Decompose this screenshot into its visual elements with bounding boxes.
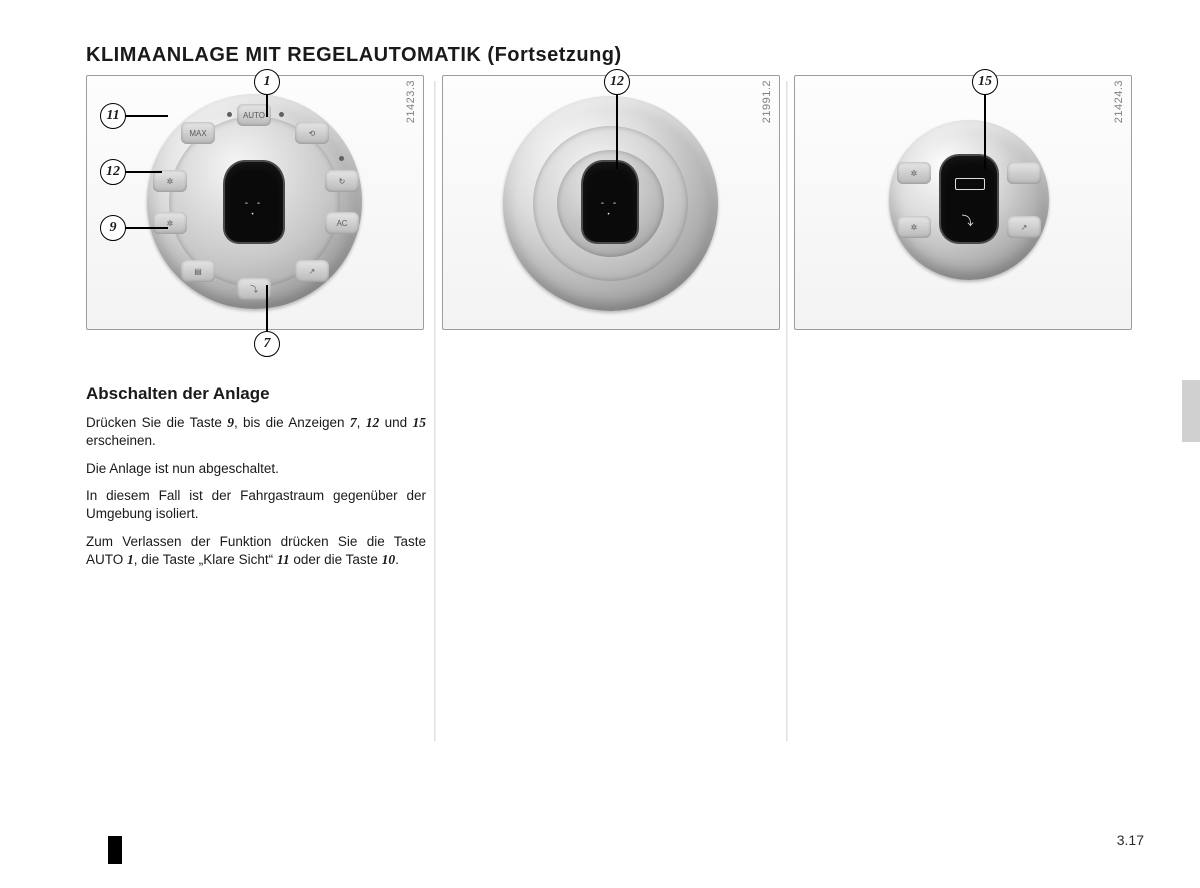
paragraph: Die Anlage ist nun abgeschaltet. [86,460,426,478]
column-separator [786,81,788,741]
callout-9: 9 [100,215,126,241]
callout-15: 15 [972,69,998,95]
manual-page: KLIMAANLAGE MIT REGELAUTOMATIK (Fortsetz… [0,0,1200,888]
page-number: 3.17 [1117,832,1144,848]
figure-ref: 21991.2 [761,80,773,123]
title-continuation: (Fortsetzung) [487,44,621,66]
column-2: 12 21991.2 - - • [442,75,782,330]
recirc-button: ↻ [325,170,359,192]
page-title: KLIMAANLAGE MIT REGELAUTOMATIK (Fortsetz… [86,44,1140,67]
fan-minus-button: ✲ [153,212,187,234]
text: erscheinen. [86,433,156,448]
title-main: KLIMAANLAGE MIT REGELAUTOMATIK [86,44,481,66]
auto-label: AUTO [243,111,265,120]
ref-number: 1 [127,552,134,567]
callout-7: 7 [254,331,280,357]
figure-ref: 21423.3 [405,80,417,123]
dial-display: - - • [225,162,283,242]
leader-line [124,115,168,117]
column-3: 15 21424.3 ✲ ✲ ↗ ⤵ [794,75,1134,330]
dial-display: ⤵ [941,156,997,242]
leader-line [266,93,268,117]
ac-label: AC [336,219,347,228]
column-separator [434,81,436,741]
callout-1: 1 [254,69,280,95]
callout-12: 12 [100,159,126,185]
edge-tab [1182,380,1200,442]
text: . [395,552,399,567]
text: und [379,415,412,430]
ref-number: 11 [277,552,290,567]
mode-icon [1007,162,1041,184]
text: oder die Taste [290,552,382,567]
section-heading: Abschalten der Anlage [86,384,426,404]
column-1: 1 11 12 9 7 21423.3 AUTO [86,75,426,579]
defrost-button: ▤ [181,260,215,282]
figure-1: 21423.3 AUTO ⟲ ↻ AC ↗ ⤵ ▤ ✲ ✲ M [86,75,424,330]
figure-2: 21991.2 - - • [442,75,780,330]
text: , [357,415,366,430]
corner-notch [108,836,122,864]
small-dial: ✲ ✲ ↗ ⤵ [889,120,1049,280]
ref-number: 12 [366,415,380,430]
figure-3: 21424.3 ✲ ✲ ↗ ⤵ [794,75,1132,330]
paragraph: In diesem Fall ist der Fahrgastraum gege… [86,487,426,523]
text: Drücken Sie die Taste [86,415,227,430]
columns: 1 11 12 9 7 21423.3 AUTO [86,75,1140,795]
mode-button: ⟲ [295,122,329,144]
figure-ref: 21424.3 [1113,80,1125,123]
leader-line [266,285,268,331]
fan-icon: ✲ [897,162,931,184]
fan-plus-button: ✲ [153,170,187,192]
leader-line [616,93,618,169]
ref-number: 9 [227,415,234,430]
leader-line [984,93,986,169]
ac-button: AC [325,212,359,234]
climate-dial: AUTO ⟲ ↻ AC ↗ ⤵ ▤ ✲ ✲ MAX [147,94,362,309]
mode-icon: ↗ [1007,216,1041,238]
callout-12b: 12 [604,69,630,95]
callout-11: 11 [100,103,126,129]
airflow-button: ↗ [295,260,329,282]
leader-line [124,227,168,229]
ref-number: 10 [382,552,396,567]
ref-number: 7 [350,415,357,430]
dial-display: - - • [583,162,637,242]
paragraph: Drücken Sie die Taste 9, bis die Anzei­g… [86,414,426,450]
fan-icon: ✲ [897,216,931,238]
text: , die Taste „Klare Sicht“ [134,552,277,567]
leader-line [124,171,162,173]
max-button: MAX [181,122,215,144]
ref-number: 15 [413,415,427,430]
rotary-dial: - - • [503,96,718,311]
paragraph: Zum Verlassen der Funktion drücken Sie d… [86,533,426,569]
text: , bis die Anzei­gen [234,415,350,430]
